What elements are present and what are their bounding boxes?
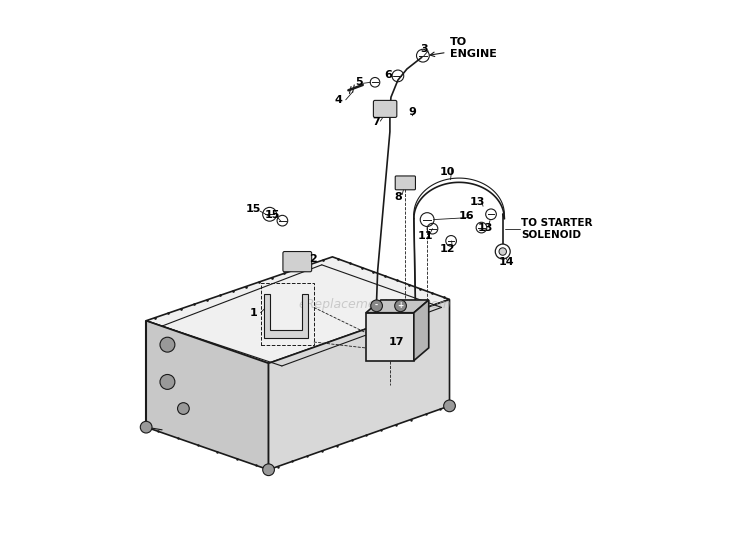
- Circle shape: [160, 337, 175, 352]
- Circle shape: [178, 403, 189, 415]
- Circle shape: [394, 300, 406, 312]
- Text: 9: 9: [408, 106, 416, 117]
- Circle shape: [140, 421, 152, 433]
- Text: eReplacementParts.com: eReplacementParts.com: [298, 298, 452, 311]
- Text: 11: 11: [417, 231, 433, 241]
- Text: 17: 17: [388, 337, 404, 347]
- Text: -: -: [375, 301, 378, 310]
- Text: 5: 5: [355, 77, 362, 87]
- Polygon shape: [264, 294, 308, 338]
- Text: +: +: [398, 301, 404, 310]
- Text: 2: 2: [310, 254, 317, 264]
- Text: TO
ENGINE: TO ENGINE: [430, 37, 496, 59]
- Text: TO STARTER
SOLENOID: TO STARTER SOLENOID: [521, 218, 592, 240]
- Circle shape: [495, 244, 510, 259]
- FancyBboxPatch shape: [374, 101, 397, 117]
- Polygon shape: [366, 300, 429, 313]
- Bar: [260, 284, 314, 345]
- Text: 12: 12: [440, 244, 455, 255]
- Text: 16: 16: [459, 211, 474, 221]
- Text: 6: 6: [384, 70, 392, 80]
- Circle shape: [444, 400, 455, 412]
- Polygon shape: [146, 320, 268, 470]
- Bar: [366, 313, 414, 361]
- Text: 3: 3: [420, 44, 428, 54]
- Text: 13: 13: [470, 196, 484, 207]
- Text: 4: 4: [334, 95, 343, 105]
- Text: 8: 8: [394, 192, 402, 202]
- Polygon shape: [414, 300, 429, 361]
- Text: 14: 14: [500, 257, 514, 267]
- FancyBboxPatch shape: [283, 251, 312, 272]
- Text: 1: 1: [250, 308, 257, 318]
- Text: 13: 13: [478, 223, 493, 233]
- Text: 15: 15: [266, 210, 280, 220]
- Polygon shape: [268, 300, 449, 470]
- Circle shape: [499, 248, 506, 255]
- Circle shape: [160, 374, 175, 389]
- Text: 10: 10: [440, 167, 455, 177]
- Text: 7: 7: [372, 117, 380, 127]
- FancyBboxPatch shape: [395, 176, 416, 190]
- Polygon shape: [146, 257, 449, 363]
- Text: 15: 15: [246, 204, 261, 214]
- Circle shape: [370, 300, 382, 312]
- Circle shape: [262, 464, 274, 476]
